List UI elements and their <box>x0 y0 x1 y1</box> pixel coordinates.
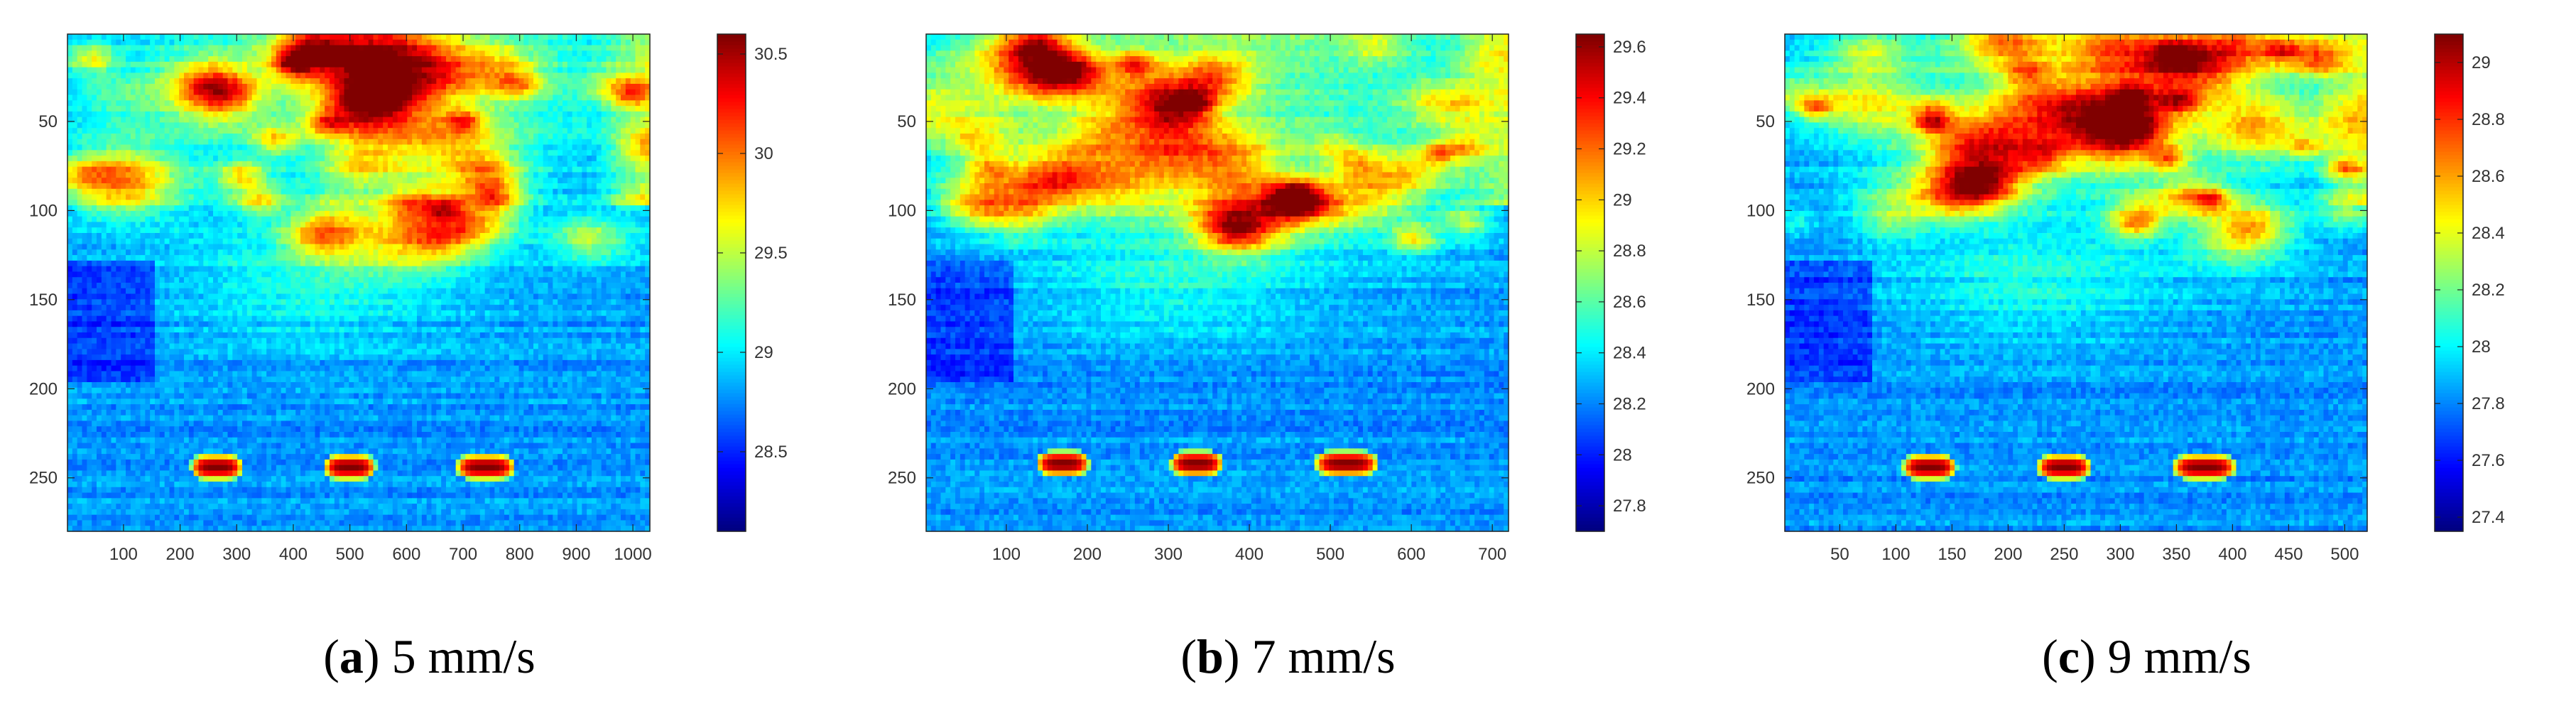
colorbar-tick-label: 29 <box>1613 190 1632 210</box>
heatmap-panel-c: 50 100 150 200 250 300 350 400 450 500 50 100 150 200… <box>1717 0 2576 716</box>
x-tick-label: 150 <box>1938 545 1966 564</box>
y-tick-label: 200 <box>1746 379 1775 398</box>
x-tick-label: 400 <box>2218 545 2246 564</box>
colorbar-tick-label: 29.5 <box>754 244 788 263</box>
colorbar-tick-label: 28 <box>1613 445 1632 465</box>
heatmap-svg: 100 200 300 400 500 600 7005010015020025027.82… <box>888 33 1646 564</box>
colorbar: 28.5 29 29.5 30 30.5 <box>717 33 788 532</box>
colorbar-tick-label: 27.6 <box>2472 451 2505 470</box>
colorbar-tick-label: 28.2 <box>1613 395 1646 414</box>
x-tick-label: 200 <box>166 545 195 564</box>
x-tick-label: 300 <box>222 545 251 564</box>
colorbar-tick-label: 28.8 <box>1613 242 1646 261</box>
colorbar-tick-label: 29.2 <box>1613 140 1646 159</box>
colorbar: 27.4 27.6 27.8 28 28.2 28.4 28.6 28.8 29 <box>2434 33 2505 532</box>
colorbar-tick-label: 28.5 <box>754 443 788 462</box>
y-tick-label: 50 <box>897 112 916 131</box>
caption-text: 5 mm/s <box>380 629 536 683</box>
caption-text: 9 mm/s <box>2096 629 2251 683</box>
x-tick-label: 1000 <box>614 545 651 564</box>
panel-caption: (b) 7 mm/s <box>859 629 1717 685</box>
y-tick-label: 250 <box>888 469 916 488</box>
x-tick-label: 50 <box>1830 545 1849 564</box>
colorbar-tick-label: 30 <box>754 144 773 163</box>
y-tick-label: 200 <box>888 379 916 398</box>
plot-frame <box>925 33 1509 532</box>
x-tick-label: 500 <box>2330 545 2359 564</box>
plot-frame <box>1784 33 2368 532</box>
x-tick-label: 200 <box>1994 545 2022 564</box>
colorbar-tick-label: 27.8 <box>2472 394 2505 413</box>
caption-text: 7 mm/s <box>1240 629 1396 683</box>
x-tick-label: 700 <box>1478 545 1506 564</box>
plot-frame <box>67 33 651 532</box>
colorbar-tick-label: 28.4 <box>2472 224 2505 243</box>
x-tick-label: 600 <box>1397 545 1425 564</box>
x-tick-label: 100 <box>1881 545 1910 564</box>
x-tick-label: 700 <box>449 545 477 564</box>
colorbar-tick-label: 30.5 <box>754 45 788 64</box>
y-tick-label: 250 <box>1746 469 1775 488</box>
x-tick-label: 600 <box>392 545 420 564</box>
x-tick-label: 500 <box>1316 545 1344 564</box>
x-tick-label: 800 <box>506 545 534 564</box>
y-tick-label: 200 <box>29 379 58 398</box>
heatmap-panel-b: 100 200 300 400 500 600 700 50 100 150 200 250 27.8 2… <box>859 0 1717 716</box>
x-tick-label: 400 <box>279 545 308 564</box>
caption-letter: c <box>2058 629 2080 683</box>
colorbar-tick-label: 29.4 <box>1613 89 1646 108</box>
x-tick-label: 100 <box>992 545 1021 564</box>
colorbar-tick-label: 28.2 <box>2472 281 2505 300</box>
panel-caption: (a) 5 mm/s <box>0 629 859 685</box>
heatmap-field <box>926 34 1509 532</box>
colorbar-tick-label: 29.6 <box>1613 38 1646 57</box>
y-tick-label: 150 <box>888 291 916 310</box>
x-tick-label: 300 <box>2106 545 2134 564</box>
colorbar-tick-label: 28.4 <box>1613 344 1646 363</box>
x-tick-label: 350 <box>2162 545 2190 564</box>
caption-letter: b <box>1197 629 1224 683</box>
y-tick-label: 250 <box>29 469 58 488</box>
x-tick-label: 250 <box>2050 545 2078 564</box>
y-tick-label: 100 <box>888 201 916 220</box>
colorbar-tick-label: 29 <box>754 343 773 362</box>
colorbar-tick-label: 28.8 <box>2472 110 2505 129</box>
x-tick-label: 300 <box>1154 545 1183 564</box>
x-tick-label: 900 <box>562 545 590 564</box>
heatmap-svg: 50 100 150 200 250 300 350 400 450 500 50 100 150 200… <box>1746 33 2505 564</box>
colorbar: 27.8 28 28.2 28.4 28.6 28.8 29 29.2 29.4 29.6 <box>1575 33 1646 532</box>
colorbar-tick-label: 29 <box>2472 53 2491 72</box>
y-tick-label: 50 <box>1756 112 1775 131</box>
y-tick-label: 150 <box>29 291 58 310</box>
x-tick-label: 200 <box>1073 545 1102 564</box>
y-tick-label: 50 <box>38 112 58 131</box>
x-tick-label: 450 <box>2274 545 2303 564</box>
x-tick-label: 100 <box>109 545 138 564</box>
colorbar-tick-label: 28 <box>2472 337 2491 357</box>
colorbar-tick-label: 28.6 <box>2472 167 2505 186</box>
y-tick-label: 100 <box>1746 201 1775 220</box>
x-tick-label: 500 <box>336 545 364 564</box>
heatmap-field <box>1785 34 2368 532</box>
y-tick-label: 150 <box>1746 291 1775 310</box>
heatmap-svg: 100 200 300 400 500 600 700 800 900 1000 50 100 150 2… <box>29 33 788 564</box>
panel-caption: (c) 9 mm/s <box>1717 629 2576 685</box>
colorbar-tick-label: 28.6 <box>1613 293 1646 312</box>
heatmap-panel-a: 100 200 300 400 500 600 700 800 900 1000 50 100 150 2… <box>0 0 859 716</box>
x-tick-label: 400 <box>1235 545 1263 564</box>
y-tick-label: 100 <box>29 201 58 220</box>
colorbar-tick-label: 27.4 <box>2472 508 2505 527</box>
caption-letter: a <box>339 629 364 683</box>
heatmap-field <box>67 34 651 532</box>
colorbar-tick-label: 27.8 <box>1613 497 1646 516</box>
